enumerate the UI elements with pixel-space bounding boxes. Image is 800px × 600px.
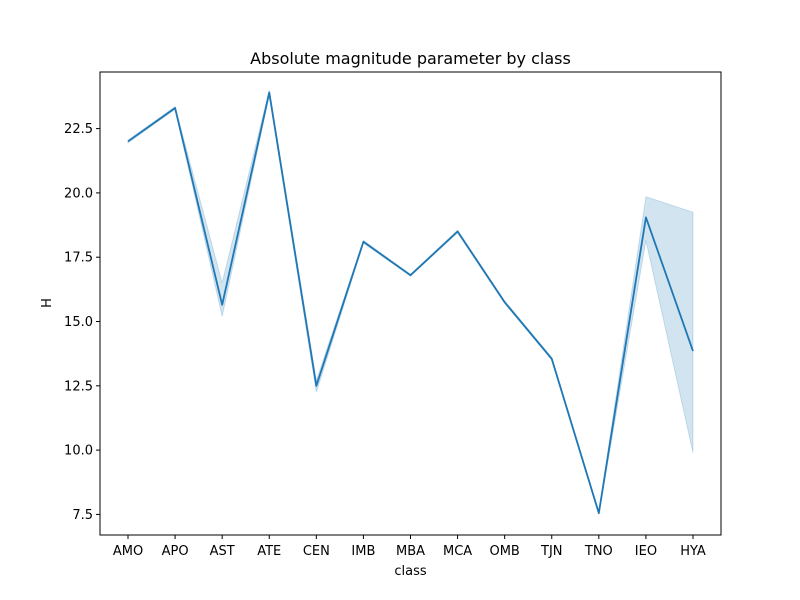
data-point xyxy=(221,304,223,306)
chart-title: Absolute magnitude parameter by class xyxy=(250,49,571,68)
y-tick-label: 10.0 xyxy=(64,444,93,459)
data-point xyxy=(410,274,412,276)
x-tick-label: TJN xyxy=(540,544,563,559)
x-tick-label: HYA xyxy=(680,544,706,559)
data-point xyxy=(598,512,600,514)
x-tick-label: IEO xyxy=(635,544,657,559)
x-tick-label: MCA xyxy=(443,544,472,559)
axes-frame xyxy=(99,71,722,536)
data-point xyxy=(268,92,270,94)
data-point xyxy=(457,230,459,232)
data-point xyxy=(174,107,176,109)
y-tick-label: 17.5 xyxy=(64,251,93,266)
x-tick-label: OMB xyxy=(489,544,519,559)
data-point xyxy=(692,350,694,352)
x-tick-label: APO xyxy=(162,544,189,559)
plot-area: AMO APO AST ATE CEN IMB MBA MCA OMB TJN TNO IEO HYA 7… xyxy=(64,71,722,559)
x-tick-label: ATE xyxy=(257,544,281,559)
y-tick-label: 7.5 xyxy=(72,508,93,523)
data-point xyxy=(504,301,506,303)
x-tick-label: TNO xyxy=(584,544,613,559)
y-tick-label: 15.0 xyxy=(64,315,93,330)
data-point xyxy=(551,358,553,360)
data-point xyxy=(315,385,317,387)
x-tick-label: AMO xyxy=(113,544,143,559)
x-tick-label: AST xyxy=(210,544,235,559)
y-tick-label: 22.5 xyxy=(64,122,93,137)
data-point xyxy=(127,140,129,142)
y-tick-label: 12.5 xyxy=(64,379,93,394)
data-point xyxy=(362,241,364,243)
x-tick-label: MBA xyxy=(396,544,425,559)
data-point xyxy=(645,216,647,218)
x-tick-label: IMB xyxy=(351,544,375,559)
series-line xyxy=(127,91,694,515)
y-tick-label: 20.0 xyxy=(64,186,93,201)
x-tick-label: CEN xyxy=(303,544,330,559)
x-axis-label: class xyxy=(394,564,426,579)
y-axis-label: H xyxy=(40,298,55,308)
